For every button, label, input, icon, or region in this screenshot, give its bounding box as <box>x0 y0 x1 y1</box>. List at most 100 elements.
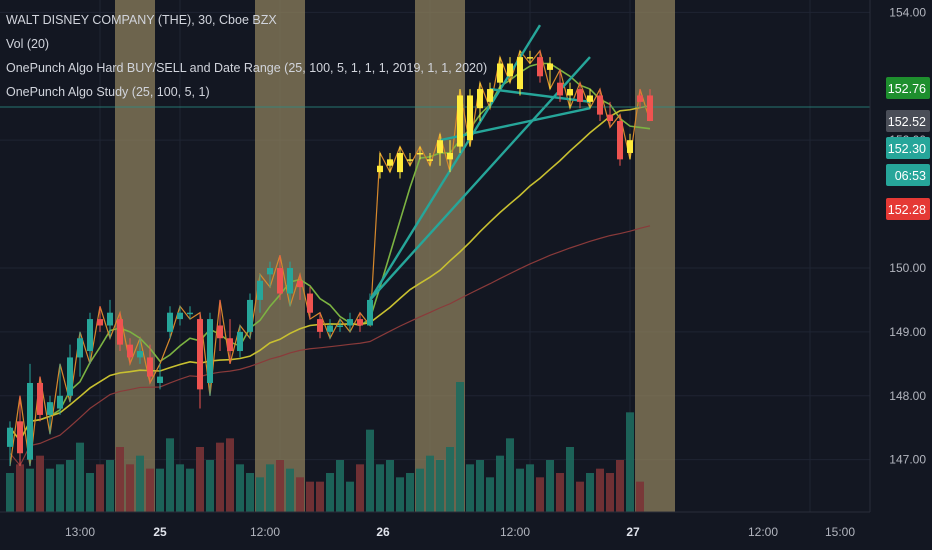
candle-body[interactable] <box>567 89 573 96</box>
volume-bar <box>586 473 594 512</box>
candle-body[interactable] <box>497 63 503 83</box>
volume-bar <box>446 447 454 512</box>
candle-body[interactable] <box>287 267 293 294</box>
price-label-badge <box>886 198 930 220</box>
volume-bar <box>76 442 84 512</box>
candle-body[interactable] <box>177 312 183 320</box>
trend-line <box>489 87 591 104</box>
candle-body[interactable] <box>137 351 143 358</box>
volume-bar <box>486 477 494 512</box>
volume-bar <box>266 464 274 512</box>
candle-body[interactable] <box>7 427 13 447</box>
candle-body[interactable] <box>317 319 323 332</box>
candle-body[interactable] <box>357 319 363 326</box>
candle-body[interactable] <box>377 165 383 173</box>
legend-study-algo[interactable]: OnePunch Algo Study (25, 100, 5, 1) <box>6 85 210 99</box>
candle-body[interactable] <box>387 159 393 166</box>
candle-body[interactable] <box>167 312 173 332</box>
candle-body[interactable] <box>247 299 253 332</box>
volume-bar <box>26 468 34 512</box>
candle-body[interactable] <box>537 57 543 77</box>
candle-body[interactable] <box>207 319 213 383</box>
candle-body[interactable] <box>647 95 653 122</box>
candle-body[interactable] <box>257 280 263 300</box>
candle-body[interactable] <box>67 357 73 396</box>
candle-body[interactable] <box>97 319 103 326</box>
volume-bar <box>606 473 614 512</box>
candle-body[interactable] <box>637 95 643 102</box>
candle-body[interactable] <box>277 267 283 294</box>
candle-body[interactable] <box>447 152 453 160</box>
candle-body[interactable] <box>267 267 273 275</box>
candle-body[interactable] <box>457 95 463 147</box>
candle-body[interactable] <box>57 395 63 409</box>
candle-body[interactable] <box>527 57 533 59</box>
volume-bar <box>356 464 364 512</box>
candle-body[interactable] <box>607 114 613 122</box>
volume-bar <box>336 460 344 512</box>
volume-bar <box>456 382 464 512</box>
candle-body[interactable] <box>367 299 373 326</box>
candle-body[interactable] <box>127 344 133 358</box>
time-axis-tick-label: 12:00 <box>500 525 530 539</box>
candle-body[interactable] <box>557 82 563 96</box>
candle-body[interactable] <box>87 319 93 352</box>
candle-body[interactable] <box>347 319 353 326</box>
volume-bar <box>196 447 204 512</box>
volume-bar <box>286 468 294 512</box>
candle-body[interactable] <box>227 338 233 352</box>
candle-body[interactable] <box>17 421 23 454</box>
price-axis-tick-label: 149.00 <box>889 325 926 339</box>
candle-body[interactable] <box>547 63 553 70</box>
candle-body[interactable] <box>617 121 623 160</box>
legend-symbol-title[interactable]: WALT DISNEY COMPANY (THE), 30, Cboe BZX <box>6 13 277 27</box>
volume-bar <box>116 447 124 512</box>
candle-body[interactable] <box>197 319 203 390</box>
candle-body[interactable] <box>507 63 513 77</box>
volume-bar <box>156 468 164 512</box>
candle-body[interactable] <box>237 331 243 352</box>
candle-body[interactable] <box>627 140 633 153</box>
candle-body[interactable] <box>397 152 403 173</box>
candle-body[interactable] <box>587 95 593 102</box>
volume-bar <box>416 468 424 512</box>
candle-body[interactable] <box>437 140 443 153</box>
candle-body[interactable] <box>407 159 413 161</box>
candle-body[interactable] <box>327 325 333 332</box>
candle-body[interactable] <box>47 402 53 415</box>
candle-body[interactable] <box>117 319 123 345</box>
volume-bar <box>296 477 304 512</box>
candle-body[interactable] <box>157 376 163 383</box>
time-axis-background <box>0 512 870 550</box>
price-label-text: 152.28 <box>888 203 926 217</box>
candle-body[interactable] <box>297 280 303 288</box>
volume-bar <box>16 464 24 512</box>
volume-bar <box>476 460 484 512</box>
time-axis-tick-label: 27 <box>626 525 640 539</box>
candle-body[interactable] <box>467 95 473 141</box>
volume-bar <box>536 477 544 512</box>
candle-body[interactable] <box>597 95 603 115</box>
candle-body[interactable] <box>77 338 83 358</box>
candle-body[interactable] <box>427 159 433 161</box>
time-axis-tick-label: 12:00 <box>748 525 778 539</box>
candle-body[interactable] <box>487 89 493 102</box>
candle-body[interactable] <box>577 89 583 102</box>
candle-body[interactable] <box>107 312 113 326</box>
candle-body[interactable] <box>27 382 33 460</box>
candle-body[interactable] <box>147 357 153 377</box>
volume-bar <box>186 468 194 512</box>
candle-body[interactable] <box>187 312 193 315</box>
candle-body[interactable] <box>417 152 423 155</box>
candle-body[interactable] <box>477 89 483 109</box>
legend-study-hard-buy-sell[interactable]: OnePunch Algo Hard BUY/SELL and Date Ran… <box>6 61 488 75</box>
candle-body[interactable] <box>517 57 523 90</box>
candle-body[interactable] <box>337 325 343 327</box>
volume-bar <box>436 460 444 512</box>
legend-volume[interactable]: Vol (20) <box>6 37 50 51</box>
candle-body[interactable] <box>307 293 313 313</box>
volume-bar <box>466 464 474 512</box>
candle-body[interactable] <box>37 382 43 415</box>
candle-body[interactable] <box>217 325 223 339</box>
